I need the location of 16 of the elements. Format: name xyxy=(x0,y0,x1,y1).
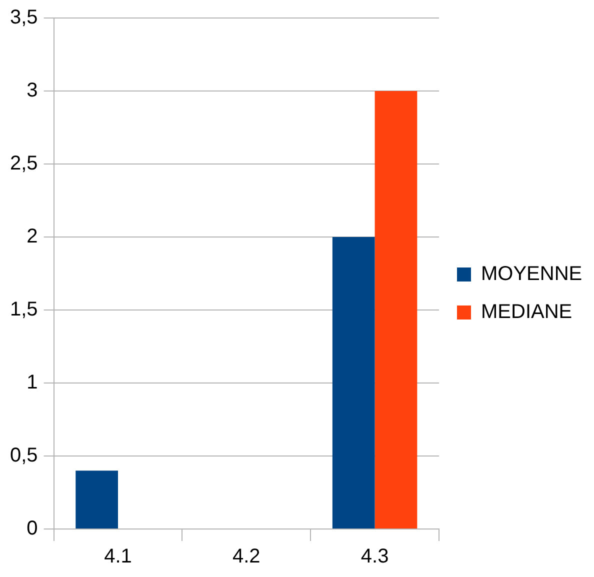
x-tick-label: 4.3 xyxy=(360,546,389,568)
bar xyxy=(374,91,418,528)
legend-label: MOYENNE xyxy=(481,263,582,286)
y-tick-label: 0 xyxy=(26,518,38,540)
y-tick-label: 3 xyxy=(26,80,38,102)
y-tick-label: 2 xyxy=(26,226,38,248)
x-tick-label: 4.2 xyxy=(232,546,260,568)
y-tick-label: 0,5 xyxy=(10,444,38,467)
bar xyxy=(76,470,118,528)
y-tick-label: 3,5 xyxy=(10,6,38,29)
x-tick-label: 4.1 xyxy=(104,546,132,568)
y-tick-label: 1 xyxy=(26,372,38,394)
y-tick-label: 1,5 xyxy=(10,298,38,321)
y-tick-label: 2,5 xyxy=(10,152,38,175)
bar xyxy=(332,237,375,528)
legend-label: MEDIANE xyxy=(481,301,572,324)
